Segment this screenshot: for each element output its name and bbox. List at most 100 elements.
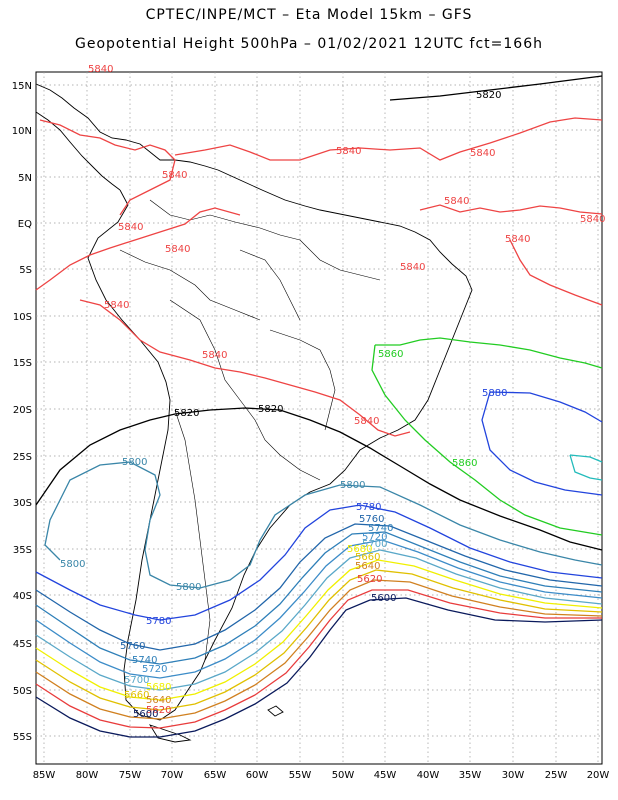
- contour-5740: [35, 531, 603, 665]
- lat-tick-label: 45S: [13, 639, 32, 650]
- lat-tick-label: 25S: [13, 452, 32, 463]
- border-3: [169, 299, 321, 481]
- border-1: [149, 199, 301, 241]
- label-5680-b: 5680: [146, 682, 171, 693]
- lon-tick-label: 35W: [459, 770, 482, 781]
- label-5820-a: 5820: [476, 90, 501, 101]
- border-2: [119, 249, 261, 321]
- border-5: [269, 329, 336, 431]
- lon-tick-label: 75W: [119, 770, 142, 781]
- label-5840-c: 5840: [470, 148, 495, 159]
- label-5840-e: 5840: [444, 196, 469, 207]
- label-5760-a: 5760: [359, 514, 384, 525]
- contour-5800: [44, 461, 603, 589]
- contour-5680: [35, 559, 603, 701]
- label-5600-b: 5600: [133, 709, 158, 720]
- island-tierra-del-fuego: [148, 724, 192, 743]
- label-5740-b: 5740: [132, 655, 157, 666]
- label-5840-i: 5840: [165, 244, 190, 255]
- map-frame: [35, 71, 603, 765]
- label-5820-c: 5820: [258, 404, 283, 415]
- lat-tick-label: 15N: [12, 81, 32, 92]
- border-7: [299, 239, 381, 281]
- label-5800-a: 5800: [122, 457, 147, 468]
- lat-tick-label: 5N: [18, 173, 32, 184]
- contour-5660: [35, 569, 603, 711]
- lon-tick-label: 80W: [76, 770, 99, 781]
- lon-tick-label: 60W: [246, 770, 269, 781]
- contour-5840-north: [174, 117, 603, 161]
- label-5640-a: 5640: [355, 561, 380, 572]
- label-5720-b: 5720: [142, 664, 167, 675]
- label-5600-a: 5600: [371, 593, 396, 604]
- label-5780-b: 5780: [146, 616, 171, 627]
- coastline-south-america: [87, 169, 473, 721]
- lon-tick-label: 25W: [545, 770, 568, 781]
- lat-tick-label: 30S: [13, 498, 32, 509]
- label-5800-d: 5800: [176, 582, 201, 593]
- label-5840-l: 5840: [202, 350, 227, 361]
- lat-tick-label: 55S: [13, 732, 32, 743]
- lat-tick-label: 5S: [19, 265, 32, 276]
- title-line-1: CPTEC/INPE/MCT – Eta Model 15km – GFS: [145, 7, 473, 23]
- label-5840-k: 5840: [104, 300, 129, 311]
- island-falklands: [267, 705, 284, 717]
- lon-tick-label: 70W: [161, 770, 184, 781]
- contour-5880: [481, 391, 603, 496]
- lat-tick-label: 10S: [13, 312, 32, 323]
- label-5840-f: 5840: [580, 214, 605, 225]
- label-5620-a: 5620: [357, 574, 382, 585]
- lat-tick-label: 50S: [13, 686, 32, 697]
- lon-tick-label: 85W: [33, 770, 56, 781]
- label-5760-b: 5760: [120, 641, 145, 652]
- lat-tick-label: 20S: [13, 405, 32, 416]
- lon-tick-label: 55W: [289, 770, 312, 781]
- contour-5700: [35, 549, 603, 691]
- contour-5840-northwest: [39, 119, 176, 216]
- contour-5720: [35, 539, 603, 679]
- contour-5900: [569, 454, 603, 481]
- label-5840-j: 5840: [400, 262, 425, 273]
- contour-5620: [35, 589, 602, 729]
- label-5660-b: 5660: [124, 690, 149, 701]
- contour-5600: [35, 597, 603, 738]
- contour-5840-equator: [35, 207, 241, 291]
- label-5840-h: 5840: [505, 234, 530, 245]
- label-5820-b: 5820: [174, 408, 199, 419]
- label-5680-a: 5680: [347, 544, 372, 555]
- border-6: [239, 249, 301, 321]
- label-5860-b: 5860: [452, 458, 477, 469]
- country-borders: [119, 199, 381, 661]
- contour-5820-north: [389, 75, 603, 101]
- contour-labels: 5840 5820 5840 5840 5840 5840 5840 5840 …: [60, 64, 605, 720]
- label-5720-a: 5720: [362, 532, 387, 543]
- lat-tick-label: 15S: [13, 358, 32, 369]
- title-line-2: Geopotential Height 500hPa – 01/02/2021 …: [75, 36, 543, 52]
- label-5700-a: 5700: [362, 539, 387, 550]
- label-5840-b: 5840: [336, 146, 361, 157]
- contour-5840-south: [79, 299, 411, 437]
- label-5840-m: 5840: [354, 416, 379, 427]
- label-5800-b: 5800: [340, 480, 365, 491]
- contour-5820-south: [35, 407, 603, 551]
- label-5740-a: 5740: [368, 523, 393, 534]
- contour-5840-east-2: [509, 239, 603, 306]
- lon-tick-label: 45W: [374, 770, 397, 781]
- lat-tick-label: 10N: [12, 126, 32, 137]
- label-5660-a: 5660: [355, 552, 380, 563]
- lat-tick-label: EQ: [18, 219, 32, 230]
- height-contours: [35, 75, 603, 738]
- lon-tick-label: 50W: [332, 770, 355, 781]
- lon-tick-label: 65W: [204, 770, 227, 781]
- axis-ticks: 15N 10N 5N EQ 5S 10S 15S 20S 25S 30S 35S 40S 45S 50S 5…: [12, 81, 610, 781]
- contour-5640: [35, 579, 603, 720]
- label-5780-a: 5780: [356, 502, 381, 513]
- border-4: [174, 409, 211, 661]
- label-5640-b: 5640: [146, 695, 171, 706]
- label-5800-c: 5800: [60, 559, 85, 570]
- lon-tick-label: 20W: [587, 770, 610, 781]
- label-5880-a: 5880: [482, 388, 507, 399]
- contour-5840-east: [419, 204, 603, 215]
- label-5840-g: 5840: [118, 222, 143, 233]
